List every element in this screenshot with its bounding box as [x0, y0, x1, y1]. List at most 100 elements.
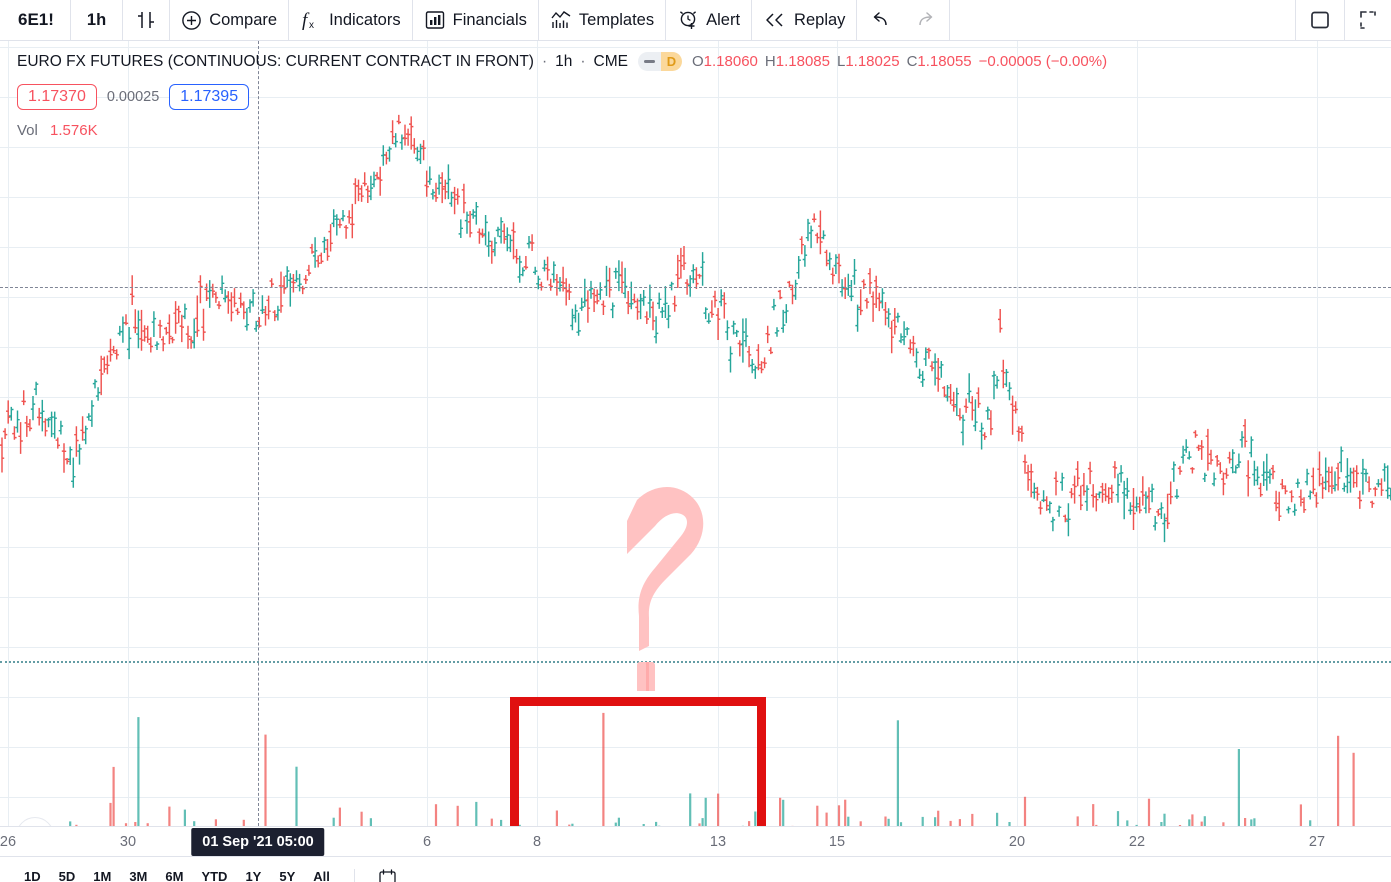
ohlc-bar — [859, 289, 863, 315]
session-day-badge[interactable]: D — [638, 52, 682, 71]
ohlc-bar — [849, 280, 853, 301]
ohlc-bar — [914, 348, 918, 367]
ohlc-bar — [142, 325, 146, 341]
ohlc-bar — [660, 307, 664, 318]
ohlc-bar — [307, 265, 311, 276]
ohlc-bar — [46, 418, 50, 427]
range-tab-1y[interactable]: 1Y — [245, 869, 261, 882]
range-tab-ytd[interactable]: YTD — [201, 869, 227, 882]
ohlc-bar — [1364, 469, 1368, 482]
ohlc-bar — [821, 230, 825, 239]
indicators-button[interactable]: f x Indicators — [289, 0, 412, 41]
range-tab-3m[interactable]: 3M — [129, 869, 147, 882]
ohlc-bar — [1128, 502, 1132, 515]
ohlc-bar — [1076, 461, 1080, 486]
ohlc-bar — [214, 292, 218, 303]
ohlc-bar — [1314, 492, 1318, 507]
volume-bar — [109, 803, 111, 826]
ohlc-bar — [651, 302, 655, 331]
volume-legend[interactable]: Vol 1.576K — [17, 122, 98, 139]
ohlc-bar — [0, 438, 4, 473]
ohlc-bar — [1348, 468, 1352, 493]
ohlc-bar — [279, 272, 283, 313]
ohlc-bar — [170, 337, 174, 343]
range-tab-all[interactable]: All — [313, 869, 330, 882]
ohlc-bar — [96, 387, 100, 401]
ohlc-bar — [607, 268, 611, 298]
chart-legend: EURO FX FUTURES (CONTINUOUS: CURRENT CON… — [17, 52, 1107, 71]
ohlc-bar — [127, 327, 131, 359]
ohlc-bar — [905, 327, 909, 335]
close-label: C — [907, 53, 918, 70]
undo-button[interactable] — [857, 0, 903, 41]
session-day-label: D — [661, 52, 682, 71]
ohlc-bar — [1227, 452, 1231, 464]
ohlc-bar — [527, 236, 531, 248]
red-highlight-rectangle[interactable] — [510, 697, 766, 826]
ohlc-bar — [598, 282, 602, 300]
range-tab-5d[interactable]: 5D — [59, 869, 76, 882]
ohlc-bar — [99, 356, 103, 395]
ohlc-bar — [68, 447, 72, 466]
ohlc-bar — [1355, 465, 1359, 487]
range-tab-6m[interactable]: 6M — [165, 869, 183, 882]
ohlc-bar — [530, 234, 534, 251]
ohlc-bar — [545, 257, 549, 281]
range-tab-1d[interactable]: 1D — [24, 869, 41, 882]
ohlc-bar — [173, 301, 177, 334]
ohlc-bar — [328, 224, 332, 251]
ohlc-bar — [1048, 501, 1052, 513]
templates-button[interactable]: Templates — [539, 0, 665, 41]
volume-bar — [922, 817, 924, 826]
date-range-tabs[interactable]: 1D 5D 1M 3M 6M YTD 1Y 5Y All — [24, 869, 396, 882]
chart-pane[interactable] — [0, 41, 1391, 826]
ohlc-bar — [818, 211, 822, 255]
ohlc-bar — [945, 385, 949, 402]
fullscreen-button[interactable] — [1345, 0, 1391, 41]
layout-button[interactable] — [1296, 0, 1344, 41]
ohlc-bar — [1153, 516, 1157, 531]
range-tab-1m[interactable]: 1M — [93, 869, 111, 882]
ohlc-bar — [425, 171, 429, 197]
ohlc-bar — [831, 268, 835, 285]
ohlc-bar — [942, 386, 946, 397]
symbol-button[interactable]: 6E1! — [0, 0, 70, 41]
timeframe-button[interactable]: 1h — [71, 0, 122, 41]
replay-button[interactable]: Replay — [752, 0, 856, 41]
ohlc-bar — [865, 298, 869, 309]
alert-button[interactable]: Alert — [666, 0, 751, 41]
calendar-icon[interactable] — [379, 869, 396, 882]
bid-price[interactable]: 1.17370 — [17, 84, 97, 110]
ohlc-bar — [908, 339, 912, 353]
ohlc-bar — [1178, 466, 1182, 475]
time-axis-tick: 20 — [1009, 834, 1025, 850]
volume-bar — [937, 811, 939, 826]
ohlc-bar — [1190, 467, 1194, 473]
ask-price[interactable]: 1.17395 — [169, 84, 249, 110]
ohlc-bar — [1141, 476, 1145, 505]
volume-bar — [370, 818, 372, 826]
range-tab-5y[interactable]: 5Y — [279, 869, 295, 882]
chart-style-button[interactable] — [123, 0, 169, 41]
ohlc-bar — [1072, 476, 1076, 504]
ohlc-bar — [964, 399, 968, 413]
ohlc-bar — [828, 253, 832, 271]
ohlc-bar — [880, 288, 884, 308]
financials-button[interactable]: Financials — [413, 0, 538, 41]
time-axis-tick: 30 — [120, 834, 136, 850]
timeframe-label: 1h — [87, 11, 106, 30]
ohlc-bar — [372, 172, 376, 188]
volume-bar — [1337, 736, 1339, 826]
ohlc-bar — [508, 235, 512, 252]
redo-button[interactable] — [903, 0, 949, 41]
ohlc-bar — [676, 255, 680, 288]
ohlc-bar — [146, 326, 150, 343]
ohlc-bar — [22, 390, 26, 405]
ohlc-bar — [632, 294, 636, 304]
ohlc-bar — [846, 274, 850, 296]
ohlc-bar — [1079, 486, 1083, 511]
ohlc-bar — [803, 245, 807, 267]
compare-button[interactable]: Compare — [170, 0, 288, 41]
volume-bar — [1191, 814, 1193, 826]
